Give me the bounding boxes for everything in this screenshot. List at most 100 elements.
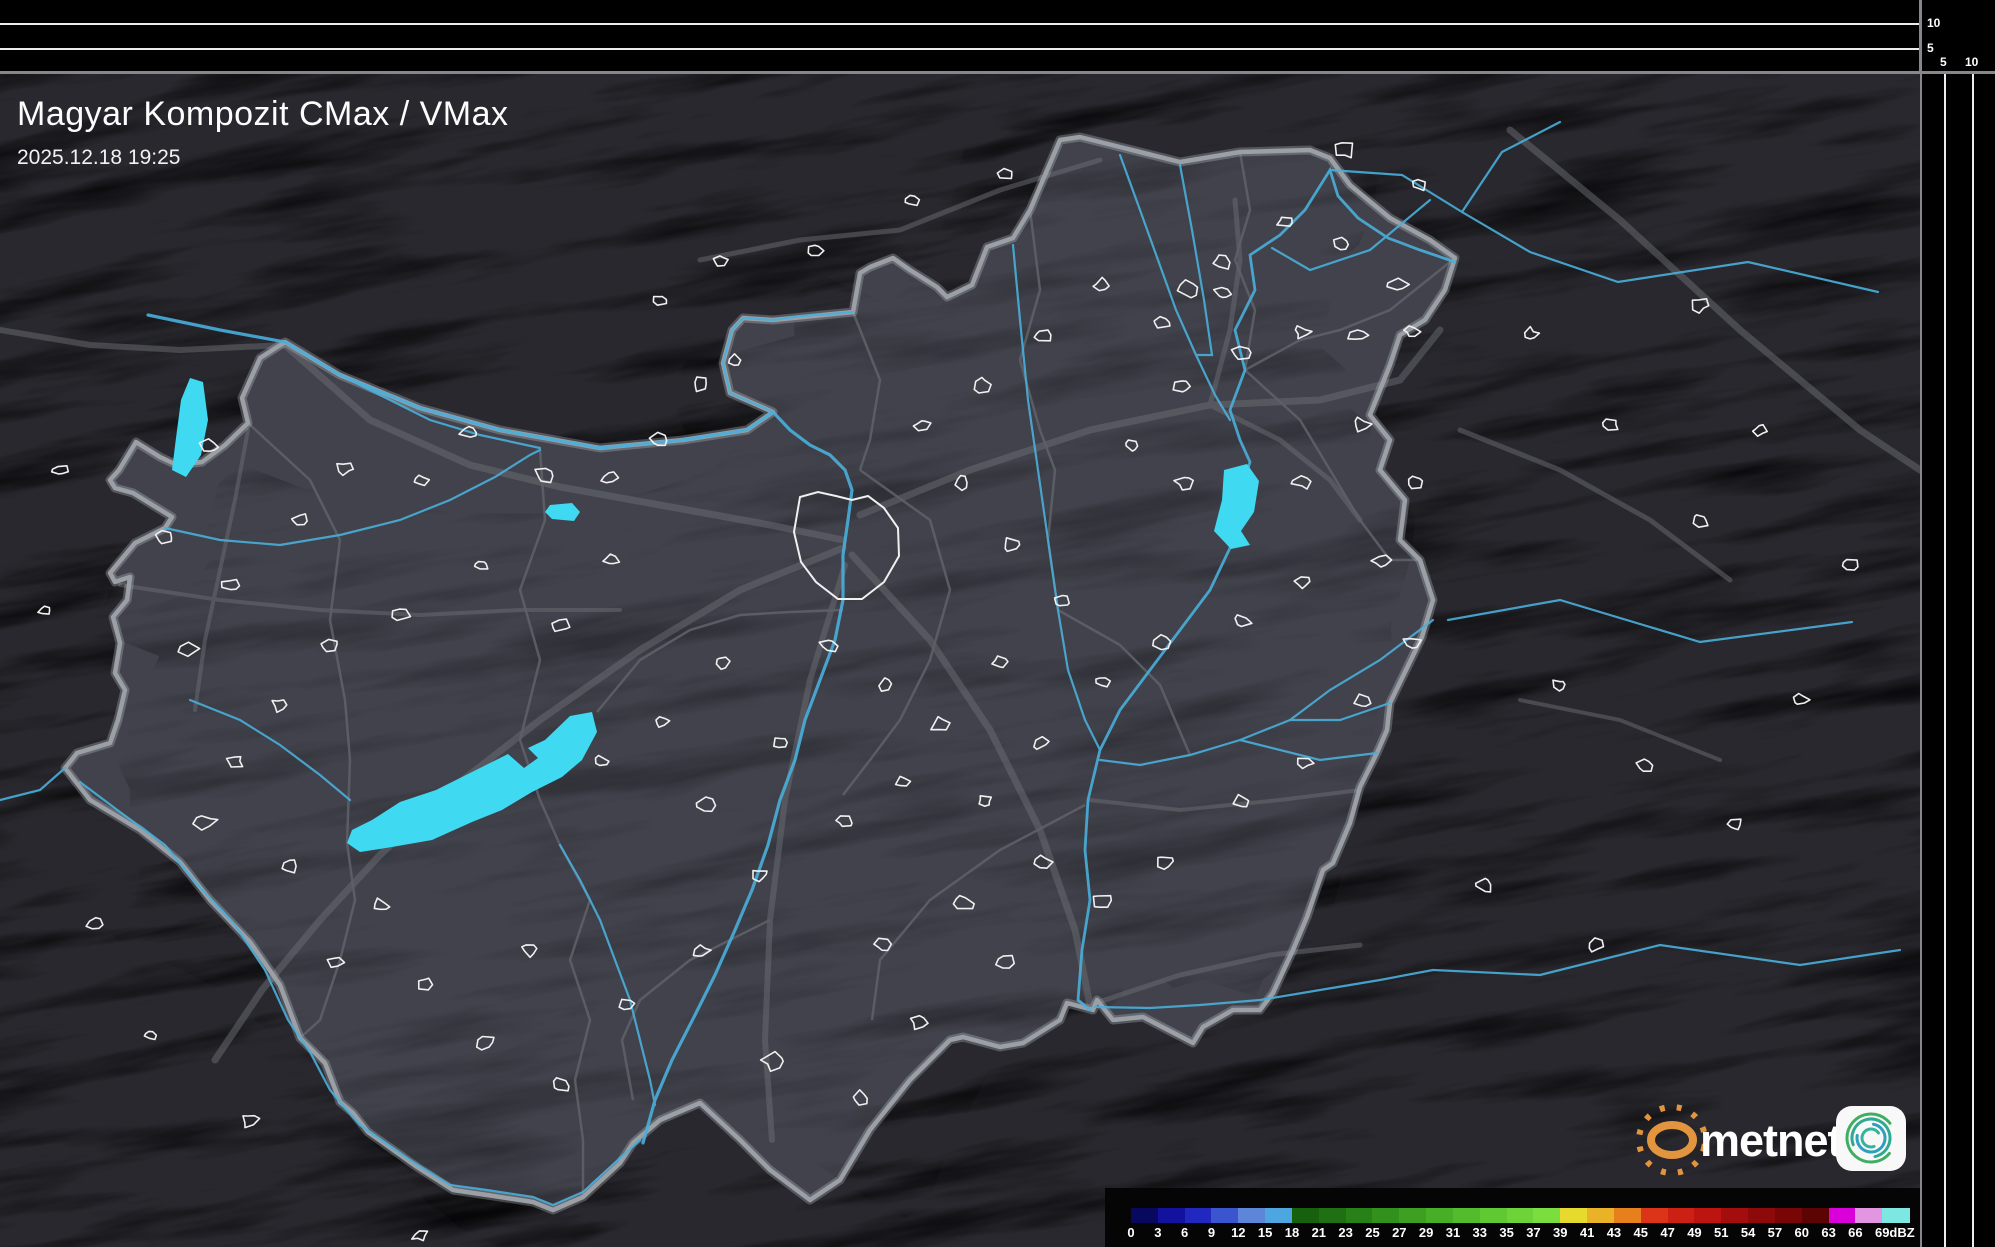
legend-tick-label: 23 [1338, 1225, 1353, 1240]
town-outline [1523, 325, 1541, 340]
legend-color-block [1640, 1208, 1669, 1223]
legend-color-block [1238, 1208, 1266, 1223]
lake-small [545, 503, 580, 521]
town-outlines [37, 142, 1859, 1242]
legend-tick-label: 47 [1660, 1225, 1675, 1240]
county-borders [247, 151, 1456, 1197]
legend-tick-label: 54 [1740, 1225, 1756, 1240]
town-outline [551, 618, 571, 633]
profile-map-separator [0, 71, 1995, 74]
town-outline [1230, 345, 1252, 361]
town-outline [281, 859, 297, 874]
rivers [0, 120, 1902, 1207]
legend-tick-label: 35 [1499, 1225, 1514, 1240]
town-outline [1402, 637, 1422, 649]
legend-tick-label: 31 [1445, 1225, 1461, 1240]
town-outline [873, 937, 893, 952]
legend-color-block [1587, 1208, 1615, 1223]
legend-tick-label: 3 [1154, 1225, 1162, 1240]
town-outline [1296, 757, 1315, 770]
right-axis-label-10: 10 [1965, 55, 1979, 69]
height-gridline-10km [0, 23, 1920, 25]
town-outline [521, 944, 538, 959]
town-outline [458, 425, 478, 438]
town-outline [1176, 279, 1199, 299]
legend-color-block [1748, 1208, 1776, 1223]
town-outline [1407, 475, 1424, 490]
town-outline [37, 605, 51, 615]
town-outline [417, 977, 434, 991]
town-outline [852, 1089, 868, 1106]
town-outline [1232, 793, 1250, 808]
town-outline [995, 954, 1015, 969]
town-outline [894, 775, 912, 787]
legend-tick-label: 6 [1181, 1225, 1189, 1240]
town-outline [1347, 329, 1370, 340]
legend-tick-label: 15 [1257, 1225, 1273, 1240]
town-outline [1403, 325, 1422, 338]
lake-balaton [347, 712, 597, 852]
legend-tick-label: 57 [1767, 1225, 1783, 1240]
legend-color-block [1426, 1208, 1454, 1223]
town-outline [600, 471, 620, 484]
legend-tick-label: 9 [1207, 1225, 1216, 1240]
budapest-outline [792, 490, 901, 600]
legend-tick-label: 66 [1848, 1225, 1863, 1240]
height-gridline-5km-v [1944, 74, 1946, 1247]
timestamp: 2025.12.18 19:25 [17, 146, 181, 169]
town-outline [1212, 286, 1233, 299]
town-outline [143, 1030, 158, 1041]
town-outline [655, 716, 671, 728]
town-outline [290, 513, 308, 526]
town-outline [912, 420, 932, 432]
town-outline [909, 1014, 929, 1031]
town-outline [1841, 558, 1859, 571]
town-outline [1552, 679, 1566, 692]
legend-tick-label: 27 [1392, 1225, 1407, 1240]
town-outline [154, 529, 173, 545]
town-outline [1370, 554, 1393, 568]
town-outline [85, 916, 104, 930]
legend-color-block [1801, 1208, 1830, 1223]
town-outline [1212, 254, 1231, 270]
legend-color-block [1211, 1208, 1239, 1223]
legend-tick-label: 45 [1633, 1225, 1648, 1240]
dbz-legend: 0 3 6 9 12 15 18 21 23 25 27 29 31 33 35 37 39 41 43 45 47 49… [1105, 1188, 1920, 1247]
legend-color-block [1399, 1208, 1427, 1223]
town-outline [1004, 537, 1021, 553]
town-outline [996, 167, 1013, 180]
town-outline [50, 465, 70, 475]
town-outline [473, 560, 489, 570]
town-outline [271, 699, 288, 714]
town-outline [1172, 380, 1191, 393]
town-outline [326, 956, 346, 969]
lakes [172, 378, 1259, 852]
town-outline [878, 677, 893, 692]
town-outline [930, 715, 951, 731]
town-outline [727, 353, 742, 367]
town-outline [715, 656, 731, 671]
town-outline [973, 376, 992, 394]
town-outline [1125, 439, 1139, 452]
town-outline [1153, 315, 1171, 329]
sun-icon [1636, 1104, 1708, 1176]
legend-color-block [1613, 1208, 1642, 1223]
town-outline [336, 462, 355, 477]
town-outline [1353, 693, 1372, 707]
town-outline [1601, 418, 1619, 431]
town-outline [534, 467, 554, 484]
town-outline [1691, 298, 1710, 314]
legend-tick-label: 60 [1794, 1225, 1809, 1240]
town-outline [694, 376, 707, 393]
town-outline [1726, 818, 1742, 831]
town-outline [1234, 614, 1253, 628]
town-outline [225, 755, 244, 768]
town-outline [818, 639, 839, 653]
town-outline [1095, 677, 1112, 688]
town-outline [220, 578, 241, 591]
town-outline [652, 295, 668, 306]
town-outline [618, 998, 636, 1011]
town-outline [1053, 594, 1070, 607]
